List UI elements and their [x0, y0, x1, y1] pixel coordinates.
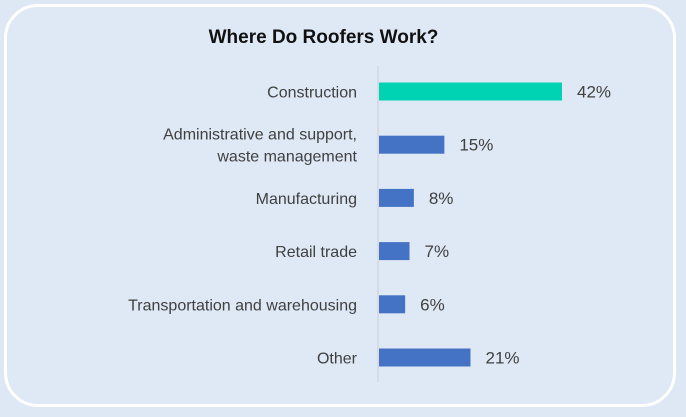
category-label-line: Manufacturing: [256, 191, 357, 208]
category-label-5: Other: [317, 351, 358, 368]
bar-2: [379, 188, 414, 207]
bar-4: [379, 295, 406, 314]
chart-card: Where Do Roofers Work?: [4, 4, 676, 407]
bar-1: [379, 135, 445, 154]
value-label-1: 15%: [459, 136, 493, 155]
chart-title: Where Do Roofers Work?: [208, 27, 439, 48]
category-label-2: Manufacturing: [256, 191, 357, 208]
category-label-line: Retail trade: [275, 244, 357, 261]
category-label-line: Construction: [267, 85, 357, 102]
category-label-4: Transportation and warehousing: [128, 297, 357, 314]
category-label-line: waste management: [216, 149, 357, 166]
value-label-2: 8%: [429, 189, 454, 208]
value-label-5: 21%: [486, 349, 520, 368]
category-label-line: Transportation and warehousing: [128, 297, 357, 314]
bar-3: [379, 242, 410, 261]
category-label-line: Administrative and support,: [163, 127, 357, 144]
bar-5: [379, 348, 471, 367]
value-label-3: 7%: [425, 242, 450, 261]
value-label-0: 42%: [577, 83, 611, 102]
category-label-0: Construction: [267, 85, 357, 102]
category-label-1: Administrative and support, waste managem…: [163, 127, 357, 166]
category-label-3: Retail trade: [275, 244, 357, 261]
value-label-4: 6%: [420, 295, 445, 314]
bar-0: [379, 82, 562, 101]
category-label-line: Other: [317, 351, 358, 368]
